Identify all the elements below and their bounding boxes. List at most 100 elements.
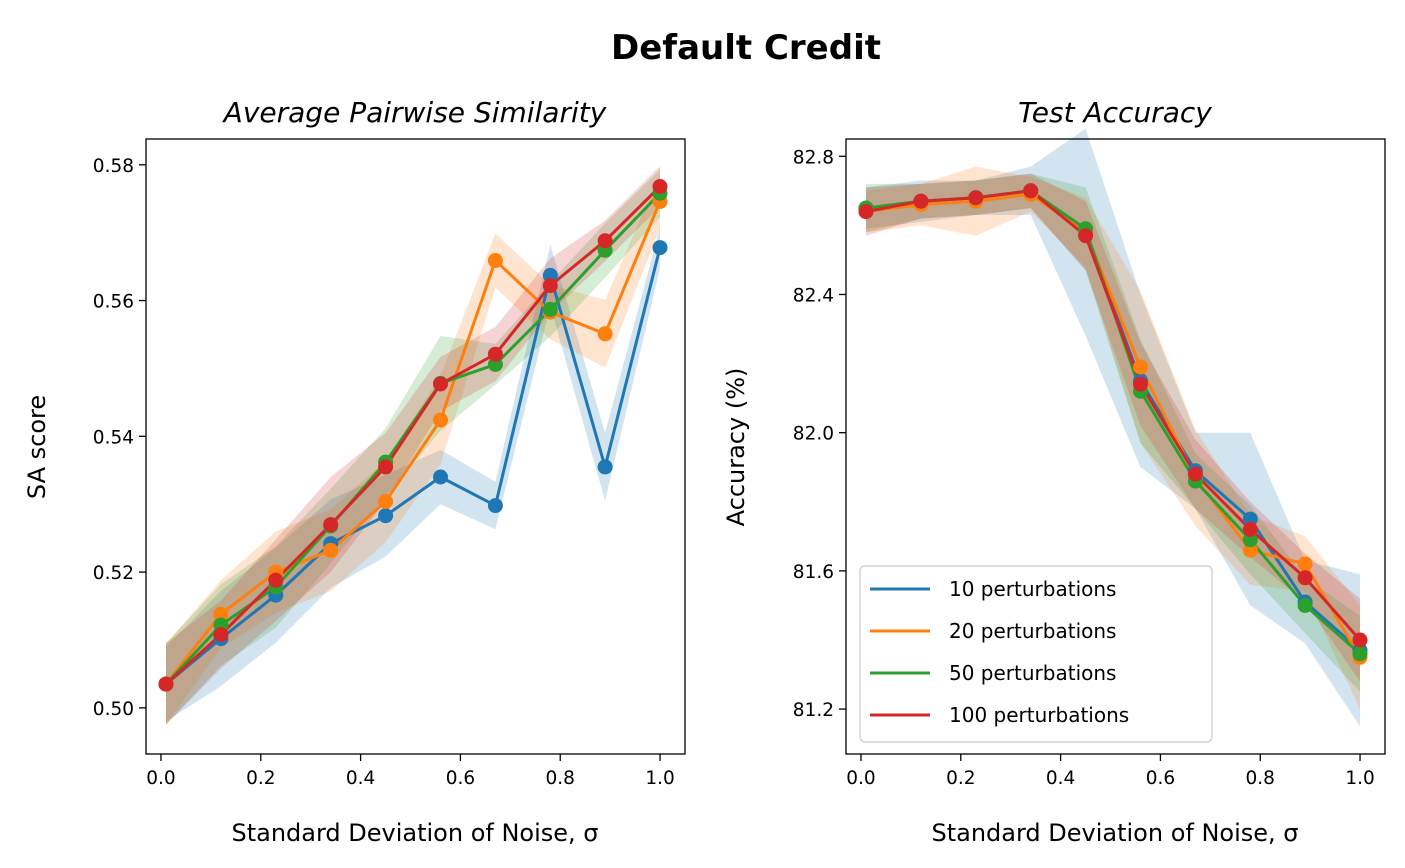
accuracy-point-50-perturbations (1242, 532, 1258, 548)
similarity-point-100-perturbations (433, 376, 448, 392)
legend: 10 perturbations 20 perturbations 50 pertu… (859, 565, 1213, 743)
accuracy-point-100-perturbations (1133, 376, 1148, 392)
similarity-x-ticks: 0.0 0.2 0.4 0.6 0.8 1.0 (146, 754, 675, 789)
accuracy-point-100-perturbations (1078, 228, 1094, 244)
accuracy-point-100-perturbations (858, 204, 874, 220)
accuracy-line-20-perturbations (865, 192, 1362, 659)
similarity-band-20-perturbations (166, 174, 660, 725)
similarity-point-100-perturbations (158, 676, 174, 692)
accuracy-point-20-perturbations (1242, 542, 1258, 558)
similarity-x-axis-label: Standard Deviation of Noise, σ (231, 819, 598, 847)
similarity-y-axis-label: SA score (23, 395, 51, 499)
accuracy-point-100-perturbations (913, 193, 929, 209)
similarity-point-100-perturbations (652, 179, 668, 194)
accuracy-panel-title: Test Accuracy (1018, 96, 1212, 129)
similarity-point-20-perturbations (323, 542, 339, 558)
similarity-point-20-perturbations (487, 253, 503, 268)
similarity-y-tick-label: 0.52 (93, 563, 134, 584)
similarity-point-10-perturbations (378, 508, 394, 524)
accuracy-x-tick-label: 0.8 (1246, 768, 1275, 789)
similarity-panel-title: Average Pairwise Similarity (222, 96, 607, 129)
similarity-point-100-perturbations (268, 572, 284, 588)
legend-label-20-perturbations: 20 perturbations (949, 619, 1116, 643)
similarity-y-tick-label: 0.54 (93, 427, 134, 448)
similarity-x-tick-label: 0.2 (246, 768, 275, 789)
accuracy-point-100-perturbations (1023, 183, 1039, 199)
similarity-plot-frame (145, 138, 686, 755)
similarity-point-100-perturbations (323, 517, 339, 533)
accuracy-y-tick-label: 81.2 (793, 700, 834, 721)
accuracy-band-100-perturbations (866, 173, 1360, 682)
accuracy-x-tick-label: 0.2 (946, 768, 975, 789)
similarity-y-ticks: 0.50 0.52 0.54 0.56 0.58 (93, 156, 146, 720)
similarity-x-tick-label: 0.8 (546, 768, 575, 789)
similarity-line-10-perturbations (165, 247, 662, 686)
similarity-point-100-perturbations (597, 233, 613, 249)
accuracy-x-tick-label: 0.0 (846, 768, 875, 789)
similarity-point-20-perturbations (597, 326, 613, 342)
similarity-bands (166, 166, 660, 725)
accuracy-panel: Test Accuracy 0.0 0.2 0.4 0.6 0.8 1.0 81.281.… (722, 96, 1386, 847)
accuracy-point-100-perturbations (1297, 570, 1313, 586)
similarity-point-100-perturbations (487, 346, 503, 362)
accuracy-y-tick-label: 81.6 (793, 562, 834, 583)
accuracy-y-tick-label: 82.4 (793, 285, 834, 306)
accuracy-point-20-perturbations (1133, 359, 1148, 375)
similarity-point-20-perturbations (433, 412, 448, 428)
accuracy-point-100-perturbations (968, 190, 984, 206)
similarity-point-10-perturbations (597, 459, 613, 475)
accuracy-points (858, 183, 1368, 665)
similarity-point-50-perturbations (542, 301, 558, 317)
legend-label-50-perturbations: 50 perturbations (949, 661, 1116, 685)
accuracy-x-axis-label: Standard Deviation of Noise, σ (931, 819, 1298, 847)
similarity-panel: Average Pairwise Similarity 0.0 0.2 0.4 0.6… (23, 96, 686, 847)
similarity-y-tick-label: 0.50 (93, 699, 134, 720)
accuracy-y-tick-label: 82.0 (793, 424, 834, 445)
similarity-band-50-perturbations (166, 169, 660, 725)
similarity-x-tick-label: 0.6 (446, 768, 475, 789)
accuracy-y-axis-label: Accuracy (%) (722, 368, 750, 527)
accuracy-x-tick-label: 1.0 (1345, 768, 1374, 789)
figure-title: Default Credit (611, 28, 881, 68)
similarity-point-100-perturbations (378, 459, 394, 475)
accuracy-lines (865, 189, 1362, 659)
similarity-points (158, 179, 668, 692)
accuracy-band-10-perturbations (866, 128, 1360, 727)
accuracy-x-ticks: 0.0 0.2 0.4 0.6 0.8 1.0 (846, 754, 1375, 789)
similarity-point-10-perturbations (487, 498, 503, 514)
accuracy-line-100-perturbations (865, 189, 1362, 641)
similarity-line-20-perturbations (164, 200, 662, 686)
similarity-point-100-perturbations (542, 278, 558, 294)
accuracy-point-100-perturbations (1352, 632, 1368, 648)
similarity-point-20-perturbations (213, 606, 229, 622)
accuracy-band-20-perturbations (866, 166, 1360, 710)
accuracy-x-tick-label: 0.6 (1146, 768, 1175, 789)
similarity-x-tick-label: 0.4 (346, 768, 375, 789)
accuracy-plot-frame (845, 138, 1386, 755)
similarity-lines (164, 185, 662, 686)
similarity-point-20-perturbations (378, 494, 394, 509)
similarity-y-tick-label: 0.58 (93, 156, 134, 177)
similarity-band-100-perturbations (166, 166, 660, 725)
accuracy-point-20-perturbations (1297, 556, 1313, 572)
similarity-x-tick-label: 0.0 (146, 768, 175, 789)
legend-label-10-perturbations: 10 perturbations (949, 577, 1116, 601)
accuracy-y-ticks: 81.2 81.6 82.0 82.4 82.8 (793, 147, 846, 721)
legend-box (859, 565, 1213, 743)
accuracy-point-50-perturbations (1352, 646, 1368, 662)
similarity-point-10-perturbations (433, 469, 448, 485)
similarity-band-10-perturbations (166, 227, 660, 722)
accuracy-point-10-perturbations (1242, 511, 1258, 527)
accuracy-point-100-perturbations (1242, 521, 1258, 537)
accuracy-band-50-perturbations (866, 173, 1360, 692)
similarity-y-tick-label: 0.56 (93, 292, 134, 313)
similarity-point-10-perturbations (652, 240, 668, 256)
accuracy-point-50-perturbations (1297, 597, 1313, 613)
legend-label-100-perturbations: 100 perturbations (949, 703, 1129, 727)
accuracy-y-tick-label: 82.8 (793, 147, 834, 168)
accuracy-point-100-perturbations (1187, 466, 1203, 482)
similarity-x-tick-label: 1.0 (645, 768, 674, 789)
accuracy-bands (866, 128, 1360, 727)
accuracy-x-tick-label: 0.4 (1046, 768, 1075, 789)
